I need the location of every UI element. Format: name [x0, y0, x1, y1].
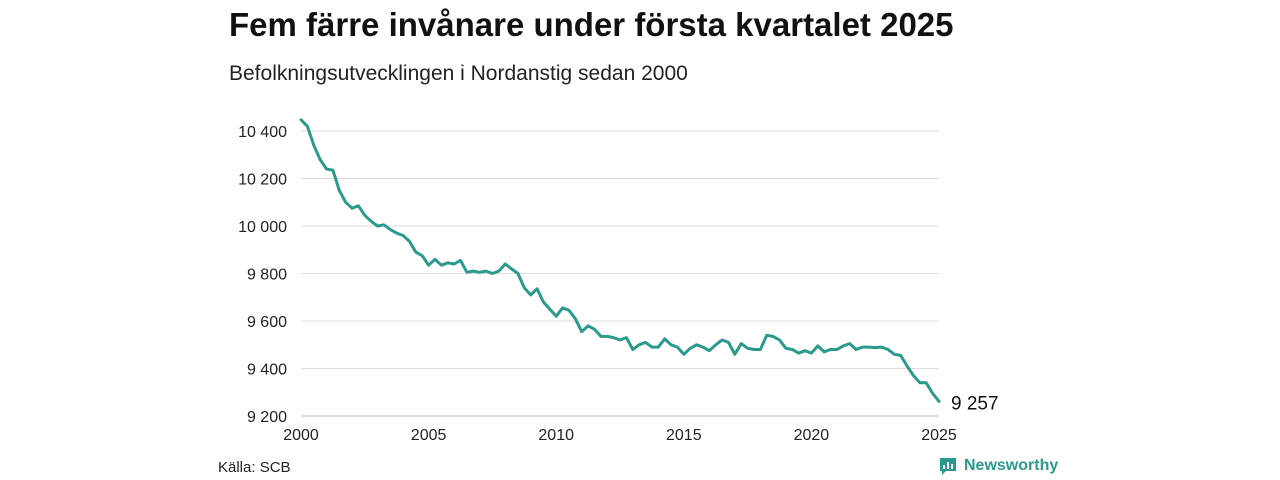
chart-subtitle: Befolkningsutvecklingen i Nordanstig sed…: [229, 62, 688, 85]
y-tick-label: 9 800: [247, 267, 287, 284]
x-tick-label: 2000: [283, 427, 319, 444]
x-tick-label: 2015: [666, 427, 702, 444]
y-tick-label: 10 200: [238, 172, 287, 189]
x-tick-label: 2020: [794, 427, 830, 444]
y-axis-tick-labels: 9 200 9 400 9 600 9 800 10 000 10 200 10 400: [238, 124, 287, 426]
end-value-label: 9 257: [951, 393, 999, 414]
x-axis-tick-labels: 2000 2005 2010 2015 2020 2025: [283, 427, 957, 444]
brand-logo[interactable]: Newsworthy: [938, 456, 1058, 476]
x-tick-label: 2010: [538, 427, 574, 444]
x-tick-label: 2025: [921, 427, 957, 444]
brand-name: Newsworthy: [964, 457, 1059, 474]
source-note: Källa: SCB: [218, 459, 291, 476]
y-tick-label: 9 600: [247, 314, 287, 331]
grid-lines: [301, 130, 939, 417]
chart-title: Fem färre invånare under första kvartale…: [229, 6, 954, 43]
population-line: [299, 118, 941, 403]
x-tick-label: 2005: [411, 427, 447, 444]
y-tick-label: 9 400: [247, 362, 287, 379]
y-tick-label: 9 200: [247, 409, 287, 426]
bar-chart-logo-icon: [940, 458, 956, 475]
y-tick-label: 10 000: [238, 219, 287, 236]
end-label-group: 9 257: [951, 393, 999, 414]
series-group: [299, 118, 941, 403]
y-tick-label: 10 400: [238, 124, 287, 141]
